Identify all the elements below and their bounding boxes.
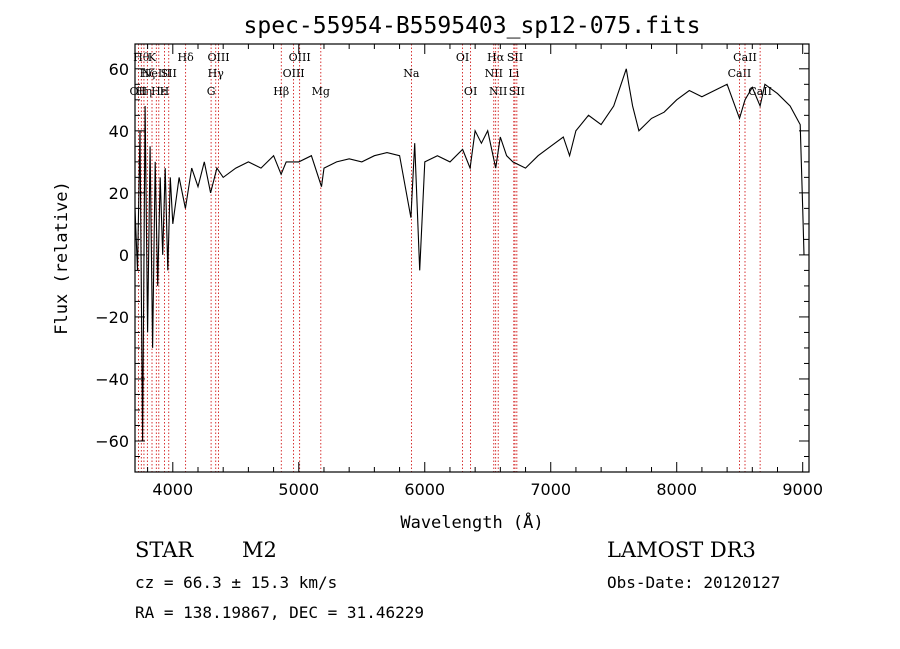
x-tick-label: 9000 bbox=[782, 480, 823, 499]
survey-name: LAMOST DR3 bbox=[607, 538, 756, 562]
object-subclass: M2 bbox=[242, 538, 277, 562]
spectral-line-label: Mg bbox=[312, 85, 330, 98]
spectral-line-label: Hβ bbox=[273, 85, 289, 98]
y-tick-label: 20 bbox=[109, 184, 129, 203]
y-tick-label: 60 bbox=[109, 60, 129, 79]
spectral-line-label: SII bbox=[161, 67, 177, 80]
spectral-line-label: NII bbox=[485, 67, 503, 80]
y-tick-label: 40 bbox=[109, 122, 129, 141]
spectral-line-label: SII bbox=[509, 85, 525, 98]
spectral-line-label: CaII bbox=[728, 67, 752, 80]
spectral-line-markers: OIIHθHηHζKNeIIIHεHSIIHδGHγOIIIHβOIIIOIII… bbox=[130, 44, 772, 472]
x-tick-label: 6000 bbox=[404, 480, 445, 499]
spectral-line-label: Hζ bbox=[140, 67, 156, 80]
ra-dec-coordinates: RA = 138.19867, DEC = 31.46229 bbox=[135, 603, 424, 622]
x-tick-label: 7000 bbox=[530, 480, 571, 499]
spectral-line-label: Hη bbox=[136, 85, 152, 98]
chart-title: spec-55954-B5595403_sp12-075.fits bbox=[244, 13, 701, 39]
y-tick-label: −60 bbox=[95, 432, 129, 451]
y-tick-label: 0 bbox=[119, 246, 129, 265]
spectral-line-label: CaII bbox=[748, 85, 772, 98]
y-tick-label: −20 bbox=[95, 308, 129, 327]
spectral-line-label: SII bbox=[507, 51, 523, 64]
spectral-line-label: OII bbox=[130, 85, 148, 98]
spectral-line-label: OI bbox=[464, 85, 477, 98]
x-axis: 4000 5000 6000 7000 8000 9000 bbox=[147, 44, 823, 499]
x-axis-label: Wavelength (Å) bbox=[400, 511, 543, 533]
y-axis-label: Flux (relative) bbox=[52, 181, 72, 335]
spectral-line-label: OIII bbox=[283, 67, 305, 80]
x-tick-label: 5000 bbox=[278, 480, 319, 499]
spectral-line-label: Na bbox=[403, 67, 420, 80]
spectral-line-label: Hδ bbox=[178, 51, 195, 64]
x-tick-label: 4000 bbox=[152, 480, 193, 499]
spectral-line-label: CaII bbox=[733, 51, 757, 64]
spectral-line-label: Hθ bbox=[133, 51, 150, 64]
spectral-line-label: OIII bbox=[207, 51, 229, 64]
spectral-line-label: Hγ bbox=[208, 67, 225, 80]
spectral-line-label: Li bbox=[508, 67, 519, 80]
y-axis: −60 −40 −20 0 20 40 60 bbox=[95, 52, 809, 473]
observation-date: Obs-Date: 20120127 bbox=[607, 573, 781, 592]
spectral-line-label: G bbox=[207, 85, 216, 98]
spectral-line-label: OI bbox=[456, 51, 469, 64]
spectral-line-label: NeIII bbox=[142, 67, 171, 80]
plot-frame bbox=[134, 43, 810, 473]
spectral-line-label: K bbox=[148, 51, 157, 64]
spectral-line-label: Hα bbox=[487, 51, 505, 64]
y-tick-label: −40 bbox=[95, 370, 129, 389]
spectral-line-label: H bbox=[160, 85, 170, 98]
redshift-cz: cz = 66.3 ± 15.3 km/s bbox=[135, 573, 338, 592]
x-tick-label: 8000 bbox=[656, 480, 697, 499]
spectral-line-label: OIII bbox=[289, 51, 311, 64]
object-class: STAR bbox=[135, 538, 194, 562]
spectrum-series-line bbox=[134, 68, 805, 442]
spectral-line-label: NII bbox=[489, 85, 507, 98]
spectral-line-label: Hε bbox=[151, 85, 167, 98]
